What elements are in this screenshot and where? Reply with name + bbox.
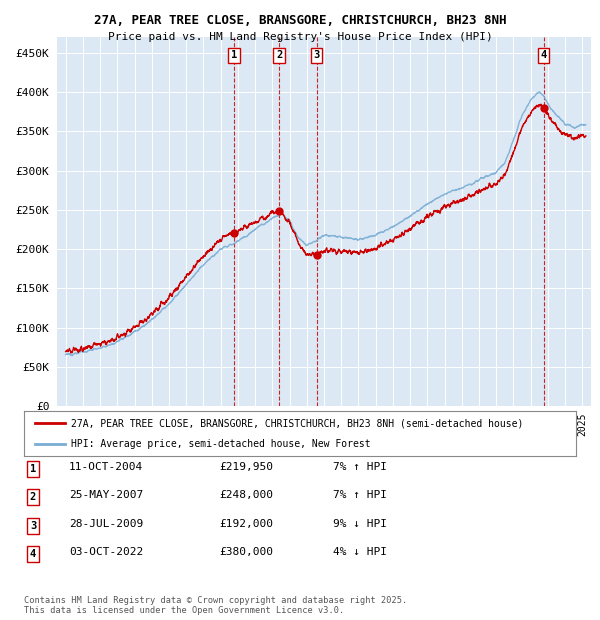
Text: 03-OCT-2022: 03-OCT-2022 [69,547,143,557]
Text: 4% ↓ HPI: 4% ↓ HPI [333,547,387,557]
Text: 3: 3 [30,521,36,531]
Text: £192,000: £192,000 [219,519,273,529]
Text: 11-OCT-2004: 11-OCT-2004 [69,462,143,472]
Text: 27A, PEAR TREE CLOSE, BRANSGORE, CHRISTCHURCH, BH23 8NH: 27A, PEAR TREE CLOSE, BRANSGORE, CHRISTC… [94,14,506,27]
Text: 4: 4 [541,50,547,60]
Text: 4: 4 [30,549,36,559]
Text: Contains HM Land Registry data © Crown copyright and database right 2025.
This d: Contains HM Land Registry data © Crown c… [24,596,407,615]
Text: 2: 2 [276,50,283,60]
Text: Price paid vs. HM Land Registry's House Price Index (HPI): Price paid vs. HM Land Registry's House … [107,32,493,42]
Text: HPI: Average price, semi-detached house, New Forest: HPI: Average price, semi-detached house,… [71,438,371,449]
Text: 1: 1 [30,464,36,474]
Text: 7% ↑ HPI: 7% ↑ HPI [333,462,387,472]
Text: £248,000: £248,000 [219,490,273,500]
Text: 25-MAY-2007: 25-MAY-2007 [69,490,143,500]
Text: 1: 1 [231,50,237,60]
Text: 3: 3 [313,50,320,60]
Text: 27A, PEAR TREE CLOSE, BRANSGORE, CHRISTCHURCH, BH23 8NH (semi-detached house): 27A, PEAR TREE CLOSE, BRANSGORE, CHRISTC… [71,418,523,428]
Text: 2: 2 [30,492,36,502]
Text: £219,950: £219,950 [219,462,273,472]
Text: 7% ↑ HPI: 7% ↑ HPI [333,490,387,500]
Text: £380,000: £380,000 [219,547,273,557]
Text: 28-JUL-2009: 28-JUL-2009 [69,519,143,529]
Text: 9% ↓ HPI: 9% ↓ HPI [333,519,387,529]
